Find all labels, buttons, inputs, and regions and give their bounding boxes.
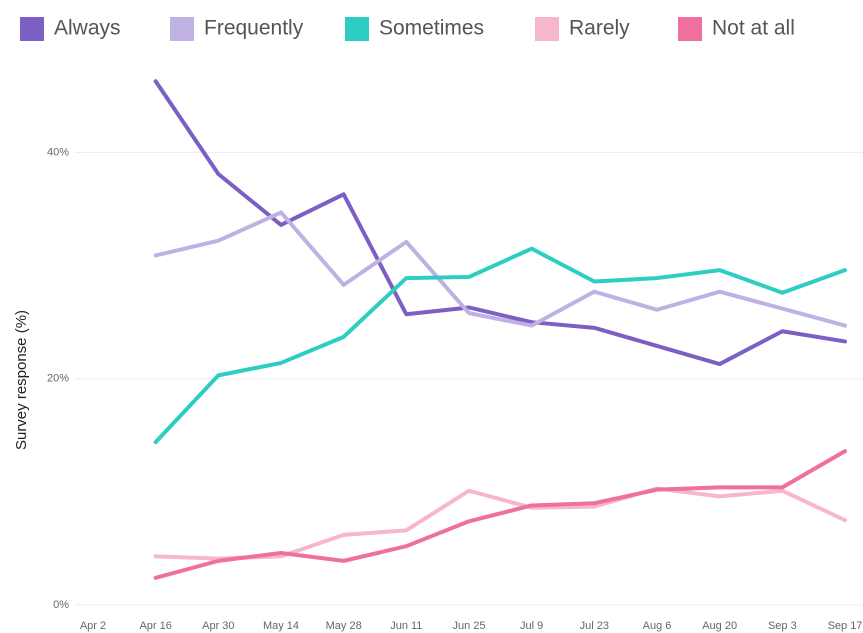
x-tick-label: May 14 — [263, 620, 299, 632]
y-axis-label: Survey response (%) — [13, 310, 30, 450]
x-tick-label: Jul 9 — [520, 620, 543, 632]
legend-swatch — [170, 17, 194, 41]
y-tick-label: 0% — [53, 599, 69, 611]
legend-label: Not at all — [712, 17, 795, 40]
x-tick-label: Aug 20 — [702, 620, 737, 632]
y-tick-label: 40% — [47, 146, 69, 158]
legend-swatch — [345, 17, 369, 41]
legend-swatch — [678, 17, 702, 41]
x-tick-label: Sep 17 — [828, 620, 863, 632]
x-tick-label: Aug 6 — [643, 620, 672, 632]
x-tick-label: Apr 2 — [80, 620, 106, 632]
line — [153, 449, 847, 580]
line — [153, 486, 847, 561]
legend-swatch — [20, 17, 44, 41]
legend-label: Rarely — [569, 17, 630, 40]
x-tick-label: Sep 3 — [768, 620, 797, 632]
x-tick-label: Apr 30 — [202, 620, 234, 632]
x-tick-label: Jun 11 — [390, 620, 422, 632]
line — [153, 246, 847, 445]
legend-swatch — [535, 17, 559, 41]
legend-label: Always — [54, 17, 121, 40]
legend-label: Sometimes — [379, 17, 484, 40]
line — [153, 210, 847, 328]
x-tick-label: May 28 — [326, 620, 362, 632]
legend-label: Frequently — [204, 17, 304, 40]
x-tick-label: Jun 25 — [452, 620, 485, 632]
y-tick-label: 20% — [47, 373, 69, 385]
x-tick-label: Apr 16 — [139, 620, 171, 632]
x-tick-label: Jul 23 — [580, 620, 609, 632]
